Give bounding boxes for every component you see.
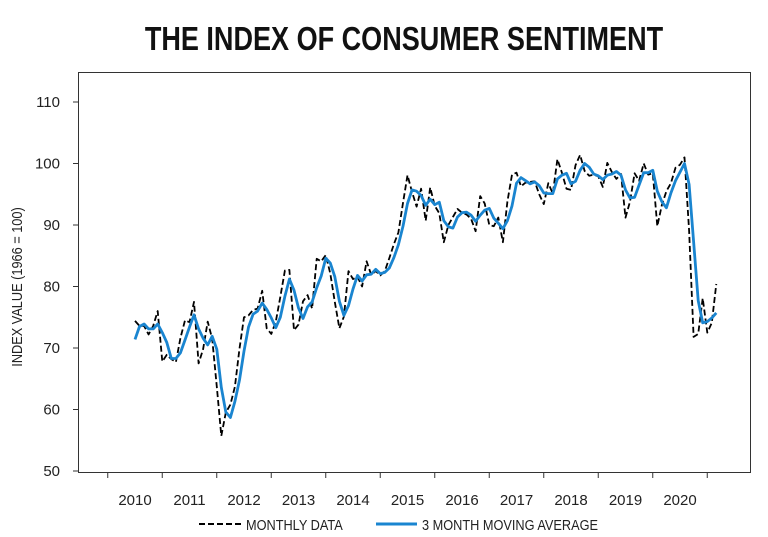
legend-label-monthly: MONTHLY DATA — [246, 516, 343, 533]
x-tick-label: 2020 — [663, 492, 696, 509]
y-tick-label: 50 — [43, 463, 60, 480]
y-tick-label: 90 — [43, 217, 60, 234]
x-tick-label: 2019 — [609, 492, 642, 509]
y-ticks: 50 60 70 80 90 100 110 — [35, 94, 78, 480]
y-tick-label: 110 — [36, 94, 60, 111]
x-tick-label: 2013 — [282, 492, 315, 509]
x-tick-label: 2011 — [173, 492, 205, 509]
y-tick-label: 60 — [43, 402, 60, 419]
x-tick-label: 2014 — [336, 492, 369, 509]
series-monthly-data-line — [134, 154, 718, 437]
x-tick-label: 2012 — [227, 492, 260, 509]
x-tick-label: 2016 — [445, 492, 478, 509]
series-group — [133, 154, 718, 437]
y-tick-label: 100 — [35, 156, 60, 173]
x-tick-label: 2017 — [500, 492, 533, 509]
y-tick-label: 80 — [43, 279, 60, 296]
x-tick-label: 2018 — [554, 492, 587, 509]
y-axis-label: INDEX VALUE (1966 = 100) — [8, 207, 25, 366]
legend: MONTHLY DATA 3 MONTH MOVING AVERAGE — [199, 516, 598, 533]
x-tick-label: 2010 — [118, 492, 151, 509]
x-ticks: 2010 2011 2012 2013 2014 2015 2016 2017 2018 2019… — [107, 472, 708, 509]
chart-title: THE INDEX OF CONSUMER SENTIMENT — [145, 22, 664, 58]
plot-frame — [78, 72, 751, 473]
legend-label-moving-average: 3 MONTH MOVING AVERAGE — [422, 516, 598, 533]
y-tick-label: 70 — [43, 340, 60, 357]
x-tick-label: 2015 — [391, 492, 424, 509]
series-moving-average-line — [133, 162, 718, 419]
